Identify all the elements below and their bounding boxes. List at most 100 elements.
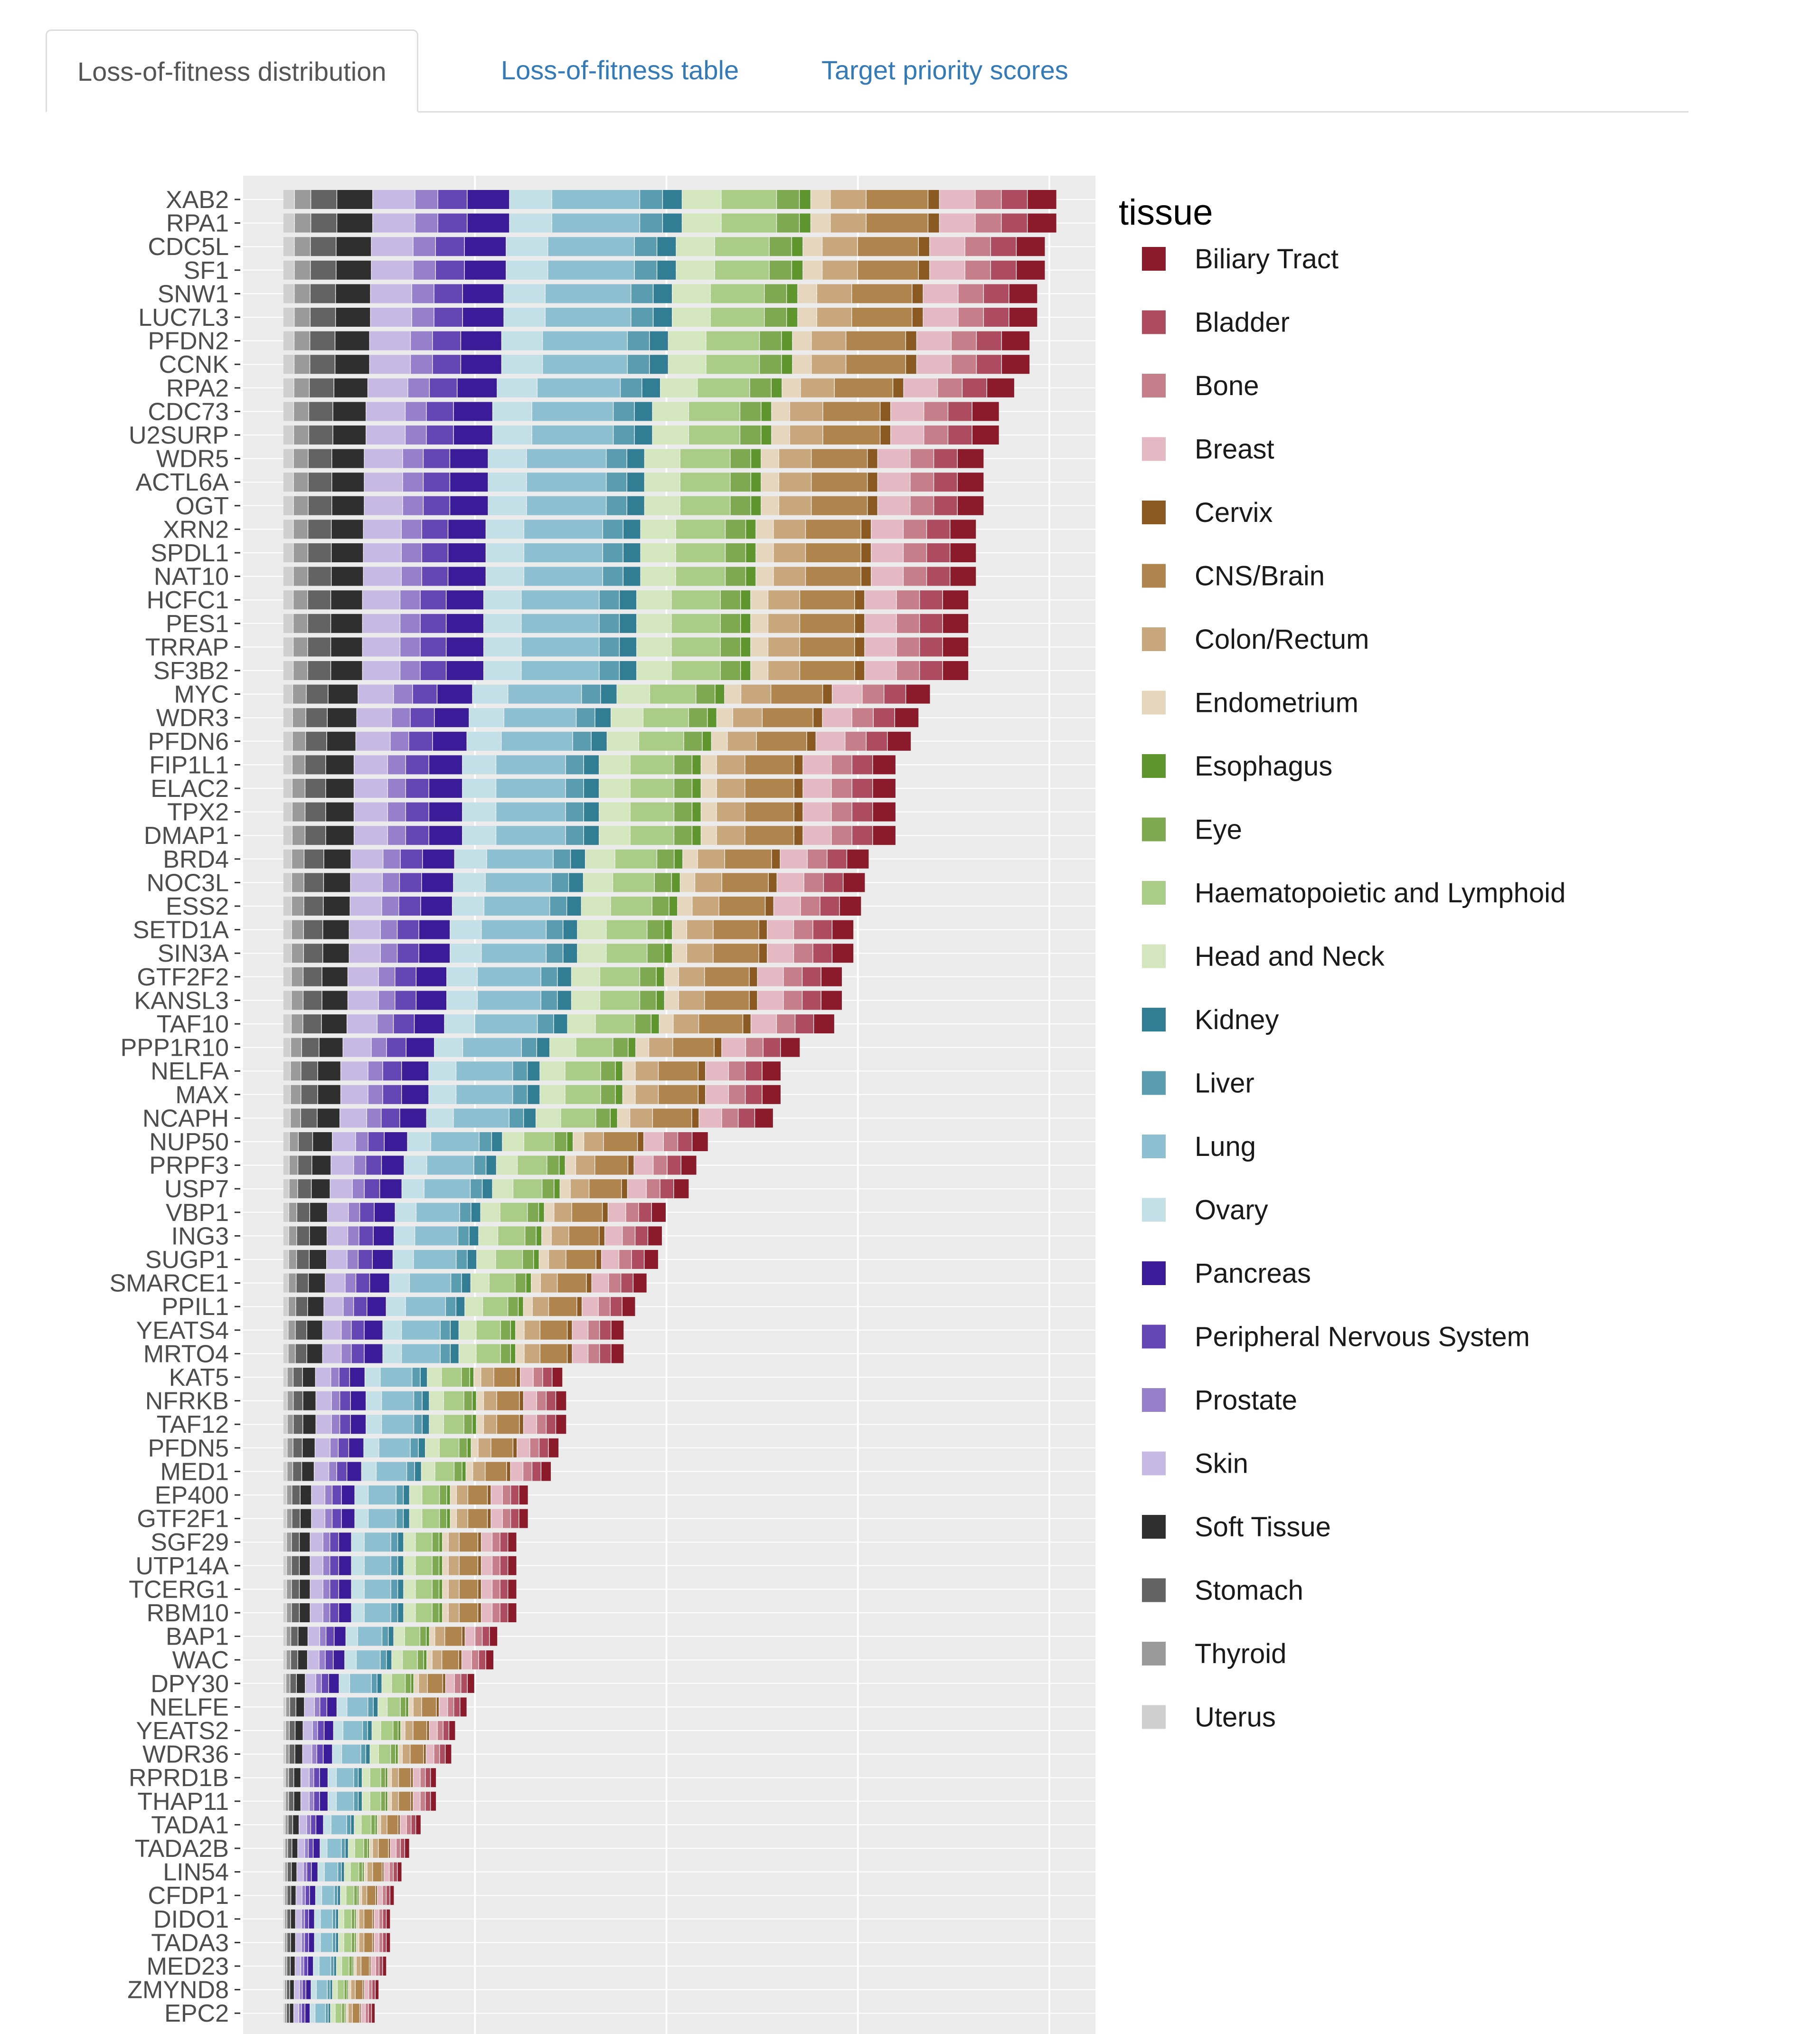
bar-segment [361, 1957, 369, 1976]
bar-segment [692, 1132, 708, 1151]
bar-segment [292, 967, 303, 986]
bar-segment [715, 237, 769, 256]
bar-segment [371, 1957, 376, 1976]
bar-segment [761, 473, 779, 492]
bar-segment [852, 826, 873, 845]
gene-label: GTF2F2 [137, 964, 229, 991]
bar-segment [457, 378, 497, 397]
bar-segment [283, 1815, 285, 1835]
bar-segment [692, 755, 701, 775]
bar-segment [406, 1697, 408, 1717]
bar-segment [1002, 355, 1030, 374]
bar-segment [427, 1650, 432, 1670]
bar-segment [912, 284, 923, 303]
bar-segment [676, 260, 715, 280]
bar-segment [1017, 260, 1045, 280]
bar-segment [462, 308, 504, 327]
bar-segment [303, 1721, 312, 1740]
bar-segment [518, 1155, 547, 1175]
bar-segment [730, 473, 751, 492]
bar-segment [634, 402, 652, 421]
bar-segment [300, 1580, 310, 1599]
bar-segment [327, 1980, 330, 1999]
bar-segment [519, 1297, 523, 1316]
bar-segment [465, 1627, 475, 1646]
bar-segment [560, 1179, 570, 1199]
bar-segment [287, 1462, 292, 1481]
bar-segment [832, 920, 854, 939]
gene-label: MYC [174, 681, 229, 709]
bar-segment [779, 449, 811, 468]
tab-loss-of-fitness-table[interactable]: Loss-of-fitness table [501, 55, 739, 85]
bar-segment [290, 1132, 298, 1151]
bar-segment [358, 1791, 362, 1811]
bar-segment [406, 1038, 434, 1057]
bar-segment [387, 1297, 405, 1316]
bar-segment [338, 1980, 344, 1999]
bar-segment [469, 1226, 479, 1246]
gene-label: TADA1 [151, 1811, 229, 1839]
bar-segment [532, 1297, 548, 1316]
bar-segment [476, 1344, 500, 1363]
bar-segment [316, 1815, 323, 1835]
bar-segment [415, 1580, 432, 1599]
bar-segment [331, 590, 362, 610]
bar-segment [565, 1085, 601, 1104]
bar-segment [861, 543, 871, 562]
bar-segment [293, 637, 308, 657]
bar-segment [701, 802, 717, 822]
bar-segment [332, 449, 364, 468]
bar-segment [470, 1368, 474, 1387]
tab-loss-of-fitness-distribution[interactable]: Loss-of-fitness distribution [46, 29, 418, 113]
bar-segment [349, 1202, 359, 1222]
bar-segment [475, 1627, 482, 1646]
bar-segment [283, 1909, 284, 1929]
bar-segment [466, 1462, 472, 1481]
bar-segment [379, 1909, 383, 1929]
bar-segment [294, 355, 310, 374]
legend-label: Haematopoietic and Lymphoid [1195, 878, 1565, 908]
bar-segment [891, 402, 924, 421]
bar-segment [488, 496, 527, 515]
bar-segment [934, 449, 957, 468]
tab-target-priority-scores[interactable]: Target priority scores [821, 55, 1068, 85]
bar-segment [351, 1344, 364, 1363]
legend-swatch [1142, 310, 1166, 334]
bar-segment [831, 826, 852, 845]
bar-segment [502, 1132, 524, 1151]
bar-segment [283, 1226, 289, 1246]
bar-segment [651, 1202, 666, 1222]
bar-segment [376, 1886, 377, 1905]
bar-segment [283, 1368, 287, 1387]
bar-segment [738, 1108, 754, 1128]
bar-segment [674, 1179, 689, 1199]
bar-segment [725, 684, 741, 704]
bar-segment [910, 496, 934, 515]
bar-segment [367, 1297, 386, 1316]
bar-segment [362, 1862, 364, 1882]
bar-segment [702, 731, 711, 751]
bar-segment [674, 826, 692, 845]
bar-segment [323, 1556, 330, 1575]
bar-segment [371, 1815, 375, 1835]
bar-segment [391, 1533, 397, 1552]
bar-segment [545, 1202, 554, 1222]
bar-segment [302, 1462, 314, 1481]
bar-segment [488, 1485, 491, 1504]
bar-segment [303, 967, 322, 986]
bar-segment [509, 213, 552, 233]
bar-segment [628, 1038, 636, 1057]
bar-segment [458, 1226, 469, 1246]
bar-segment [288, 1815, 292, 1835]
bar-segment [292, 849, 304, 869]
bar-segment [387, 1909, 390, 1929]
bar-segment [314, 1462, 329, 1481]
bar-segment [422, 520, 448, 539]
bar-segment [377, 1014, 393, 1033]
bar-segment [767, 920, 793, 939]
bar-segment [523, 1462, 532, 1481]
bar-segment [380, 920, 397, 939]
bar-segment [873, 802, 896, 822]
bar-segment [871, 567, 903, 586]
bar-segment [682, 213, 721, 233]
